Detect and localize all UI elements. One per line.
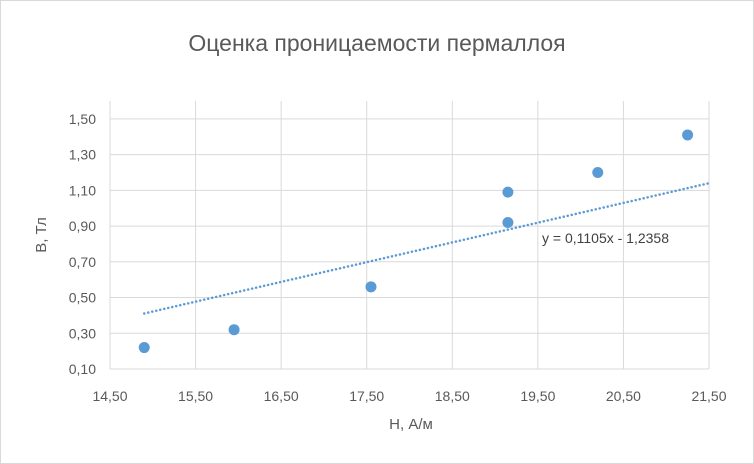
x-tick-label: 16,50 [264,388,299,404]
data-point [592,166,604,178]
y-tick-label: 0,70 [69,254,96,270]
y-tick-label: 1,50 [69,111,96,127]
tick-labels: 0,10 0,30 0,50 0,70 0,90 1,10 1,30 1,50 14,50 15,… [69,111,727,404]
data-point [682,129,694,141]
data-point [365,281,377,293]
trendline [142,181,711,315]
y-axis-label: B, Тл [33,217,50,253]
data-point [138,342,150,354]
data-point [502,186,514,198]
data-point [502,216,514,228]
x-tick-label: 21,50 [691,388,726,404]
chart-title: Оценка проницаемости пермаллоя [188,30,565,56]
y-tick-label: 0,10 [69,361,96,377]
data-point [228,324,240,336]
trendline-group [142,181,711,315]
x-axis-label: H, А/м [389,416,433,433]
data-points [138,129,694,354]
y-tick-label: 1,10 [69,182,96,198]
gridlines [109,101,710,370]
x-tick-label: 17,50 [349,388,384,404]
y-tick-label: 0,50 [69,290,96,306]
trendline-equation: y = 0,1105x - 1,2358 [542,230,669,246]
y-tick-label: 0,90 [69,218,96,234]
y-tick-label: 1,30 [69,147,96,163]
x-tick-label: 14,50 [92,388,127,404]
x-tick-label: 15,50 [178,388,213,404]
x-tick-label: 20,50 [606,388,641,404]
x-tick-label: 18,50 [435,388,470,404]
y-tick-label: 0,30 [69,325,96,341]
x-tick-label: 19,50 [520,388,555,404]
